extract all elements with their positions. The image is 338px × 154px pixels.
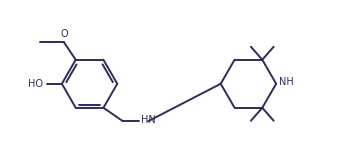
Text: O: O: [60, 29, 68, 39]
Text: HO: HO: [28, 79, 43, 89]
Text: NH: NH: [279, 77, 294, 87]
Text: HN: HN: [141, 115, 155, 125]
